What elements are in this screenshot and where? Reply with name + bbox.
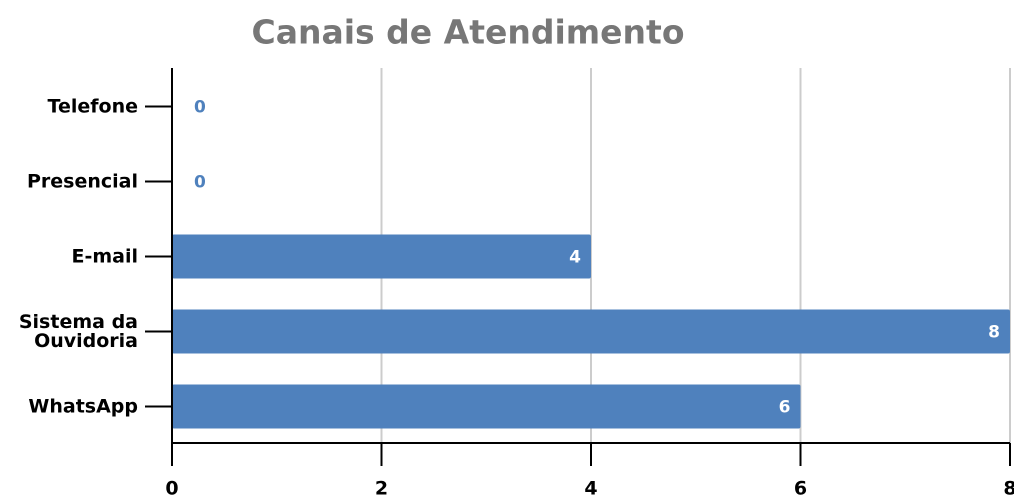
x-tick-label: 2 — [375, 478, 388, 498]
value-label: 8 — [988, 323, 1000, 343]
value-label: 0 — [194, 173, 206, 193]
y-tick-label: E-mail — [71, 245, 138, 267]
chart-title: Canais de Atendimento — [251, 13, 684, 52]
x-tick-label: 8 — [1003, 478, 1014, 498]
value-label: 4 — [569, 248, 581, 268]
bar — [172, 234, 591, 279]
x-tick-label: 4 — [584, 478, 597, 498]
y-tick-label: Sistema da Ouvidoria — [18, 310, 138, 352]
y-tick-label: Telefone — [47, 95, 138, 117]
y-tick-label: Presencial — [26, 170, 138, 192]
value-label: 0 — [194, 98, 206, 118]
bar — [172, 309, 1010, 354]
y-tick-label: WhatsApp — [28, 395, 138, 417]
value-label: 6 — [779, 398, 791, 418]
x-tick-label: 6 — [794, 478, 807, 498]
x-tick-label: 0 — [165, 478, 178, 498]
bar — [172, 384, 801, 429]
